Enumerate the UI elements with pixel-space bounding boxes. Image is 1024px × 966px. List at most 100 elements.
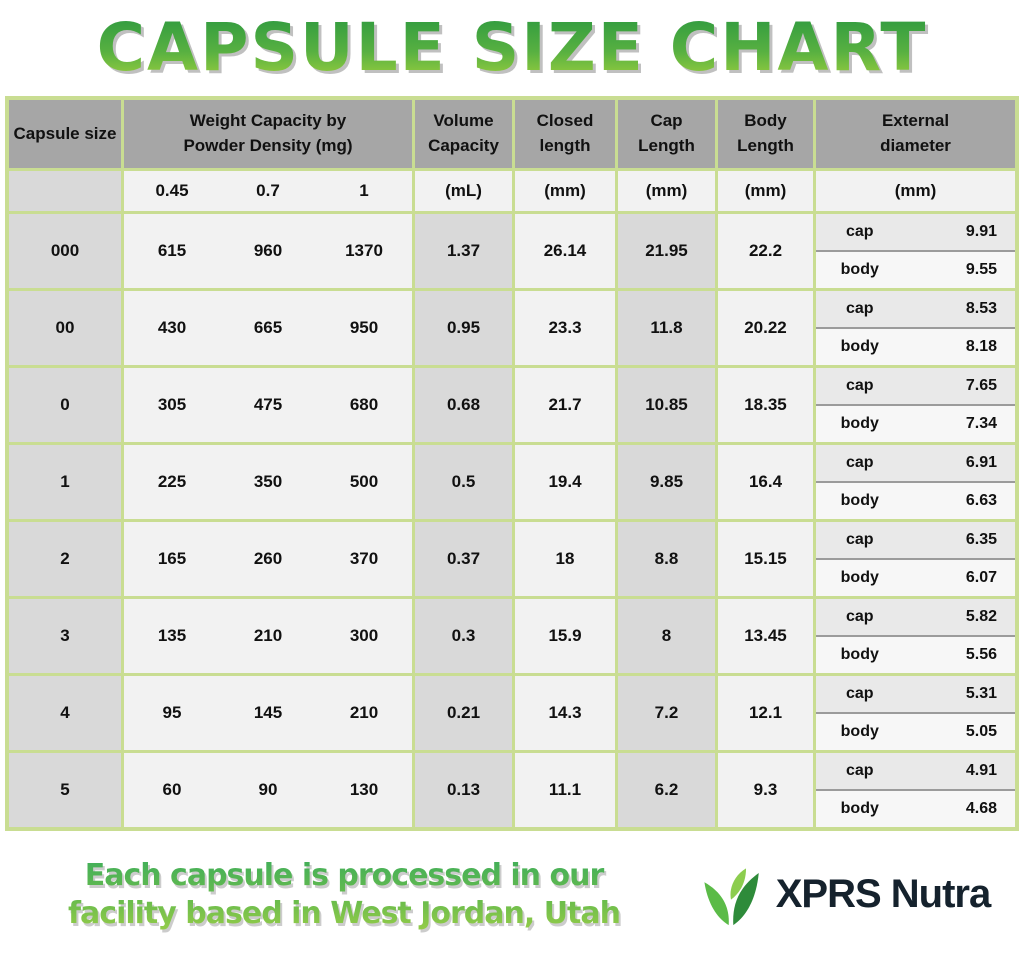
weight-capacity-cell: 165 260 370 <box>124 522 412 596</box>
footer: Each capsule is processed in our facilit… <box>0 857 1024 932</box>
weight-045-value: 95 <box>162 703 182 722</box>
cap-label: cap <box>845 454 874 471</box>
weight-capacity-cell: 225 350 500 <box>124 445 412 519</box>
body-diameter-value: 6.63 <box>965 492 997 509</box>
capsule-size-table: Capsule size Weight Capacity by Powder D… <box>5 96 1019 831</box>
tagline-text: Each capsule is processed in our facilit… <box>14 857 674 932</box>
body-length-cell: 15.15 <box>718 522 813 596</box>
cap-label: cap <box>845 608 874 625</box>
units-closed-cell: (mm) <box>515 171 615 211</box>
external-cap-row: cap 7.65 <box>816 368 1015 406</box>
body-length-cell: 20.22 <box>718 291 813 365</box>
col-header-volume-capacity: Volume Capacity <box>415 100 512 168</box>
external-diameter-cell: cap 8.53 body 8.18 <box>816 291 1015 365</box>
weight-1-value: 680 <box>349 395 379 414</box>
weight-1-value: 130 <box>349 780 379 799</box>
external-diameter-cell: cap 6.35 body 6.07 <box>816 522 1015 596</box>
col-header-weight-capacity: Weight Capacity by Powder Density (mg) <box>124 100 412 168</box>
cap-length-cell: 8.8 <box>618 522 715 596</box>
cap-length-cell: 6.2 <box>618 753 715 827</box>
capsule-size-cell: 5 <box>9 753 121 827</box>
weight-045-value: 225 <box>157 472 187 491</box>
capsule-size-cell: 2 <box>9 522 121 596</box>
units-cap-cell: (mm) <box>618 171 715 211</box>
capsule-size-cell: 3 <box>9 599 121 673</box>
body-label: body <box>840 569 879 586</box>
weight-07-value: 475 <box>253 395 283 414</box>
body-label: body <box>840 800 879 817</box>
density-value-045: 0.45 <box>155 181 189 200</box>
units-body-cell: (mm) <box>718 171 813 211</box>
units-external-cell: (mm) <box>816 171 1015 211</box>
cap-label: cap <box>845 300 874 317</box>
weight-045-value: 305 <box>157 395 187 414</box>
external-body-row: body 5.05 <box>816 714 1015 750</box>
cap-diameter-value: 5.82 <box>965 608 997 625</box>
cap-label: cap <box>845 762 874 779</box>
density-value-07: 0.7 <box>256 181 280 200</box>
volume-capacity-cell: 0.68 <box>415 368 512 442</box>
body-diameter-value: 4.68 <box>965 800 997 817</box>
closed-length-cell: 23.3 <box>515 291 615 365</box>
external-diameter-cell: cap 5.31 body 5.05 <box>816 676 1015 750</box>
body-label: body <box>840 646 879 663</box>
capsule-size-cell: 000 <box>9 214 121 288</box>
body-diameter-value: 8.18 <box>965 338 997 355</box>
weight-045-value: 430 <box>157 318 187 337</box>
cap-label: cap <box>845 223 874 240</box>
weight-capacity-cell: 135 210 300 <box>124 599 412 673</box>
external-body-row: body 4.68 <box>816 791 1015 827</box>
body-diameter-value: 9.55 <box>965 261 997 278</box>
volume-capacity-cell: 0.95 <box>415 291 512 365</box>
body-length-cell: 16.4 <box>718 445 813 519</box>
weight-capacity-cell: 615 960 1370 <box>124 214 412 288</box>
page-title: CAPSULE SIZE CHART <box>96 9 928 86</box>
cap-length-cell: 7.2 <box>618 676 715 750</box>
body-label: body <box>840 723 879 740</box>
weight-1-value: 370 <box>349 549 379 568</box>
capsule-size-cell: 4 <box>9 676 121 750</box>
weight-1-value: 300 <box>349 626 379 645</box>
brand-logo: XPRS Nutra <box>674 858 1010 932</box>
closed-length-cell: 14.3 <box>515 676 615 750</box>
external-cap-row: cap 5.82 <box>816 599 1015 637</box>
brand-name: XPRS Nutra <box>775 872 991 916</box>
external-cap-row: cap 5.31 <box>816 676 1015 714</box>
weight-07-value: 960 <box>253 241 283 260</box>
external-cap-row: cap 4.91 <box>816 753 1015 791</box>
body-diameter-value: 6.07 <box>965 569 997 586</box>
closed-length-cell: 15.9 <box>515 599 615 673</box>
weight-1-value: 500 <box>349 472 379 491</box>
body-length-cell: 9.3 <box>718 753 813 827</box>
weight-045-value: 165 <box>157 549 187 568</box>
cap-label: cap <box>845 377 874 394</box>
col-header-cap-length: Cap Length <box>618 100 715 168</box>
cap-length-cell: 8 <box>618 599 715 673</box>
weight-1-value: 210 <box>349 703 379 722</box>
cap-length-cell: 9.85 <box>618 445 715 519</box>
external-diameter-cell: cap 9.91 body 9.55 <box>816 214 1015 288</box>
external-body-row: body 7.34 <box>816 406 1015 442</box>
cap-diameter-value: 7.65 <box>965 377 997 394</box>
body-diameter-value: 5.56 <box>965 646 997 663</box>
page: CAPSULE SIZE CHART Capsule size Weight C… <box>0 9 1024 932</box>
external-body-row: body 9.55 <box>816 252 1015 288</box>
cap-diameter-value: 4.91 <box>965 762 997 779</box>
density-value-1: 1 <box>359 181 369 200</box>
body-diameter-value: 5.05 <box>965 723 997 740</box>
weight-07-value: 145 <box>253 703 283 722</box>
body-length-cell: 12.1 <box>718 676 813 750</box>
body-label: body <box>840 492 879 509</box>
external-diameter-cell: cap 4.91 body 4.68 <box>816 753 1015 827</box>
weight-07-value: 350 <box>253 472 283 491</box>
weight-capacity-cell: 430 665 950 <box>124 291 412 365</box>
cap-length-cell: 11.8 <box>618 291 715 365</box>
external-body-row: body 8.18 <box>816 329 1015 365</box>
capsule-size-cell: 0 <box>9 368 121 442</box>
weight-07-value: 90 <box>258 780 278 799</box>
body-label: body <box>840 415 879 432</box>
weight-capacity-cell: 95 145 210 <box>124 676 412 750</box>
body-diameter-value: 7.34 <box>965 415 997 432</box>
body-label: body <box>840 261 879 278</box>
cap-length-cell: 21.95 <box>618 214 715 288</box>
